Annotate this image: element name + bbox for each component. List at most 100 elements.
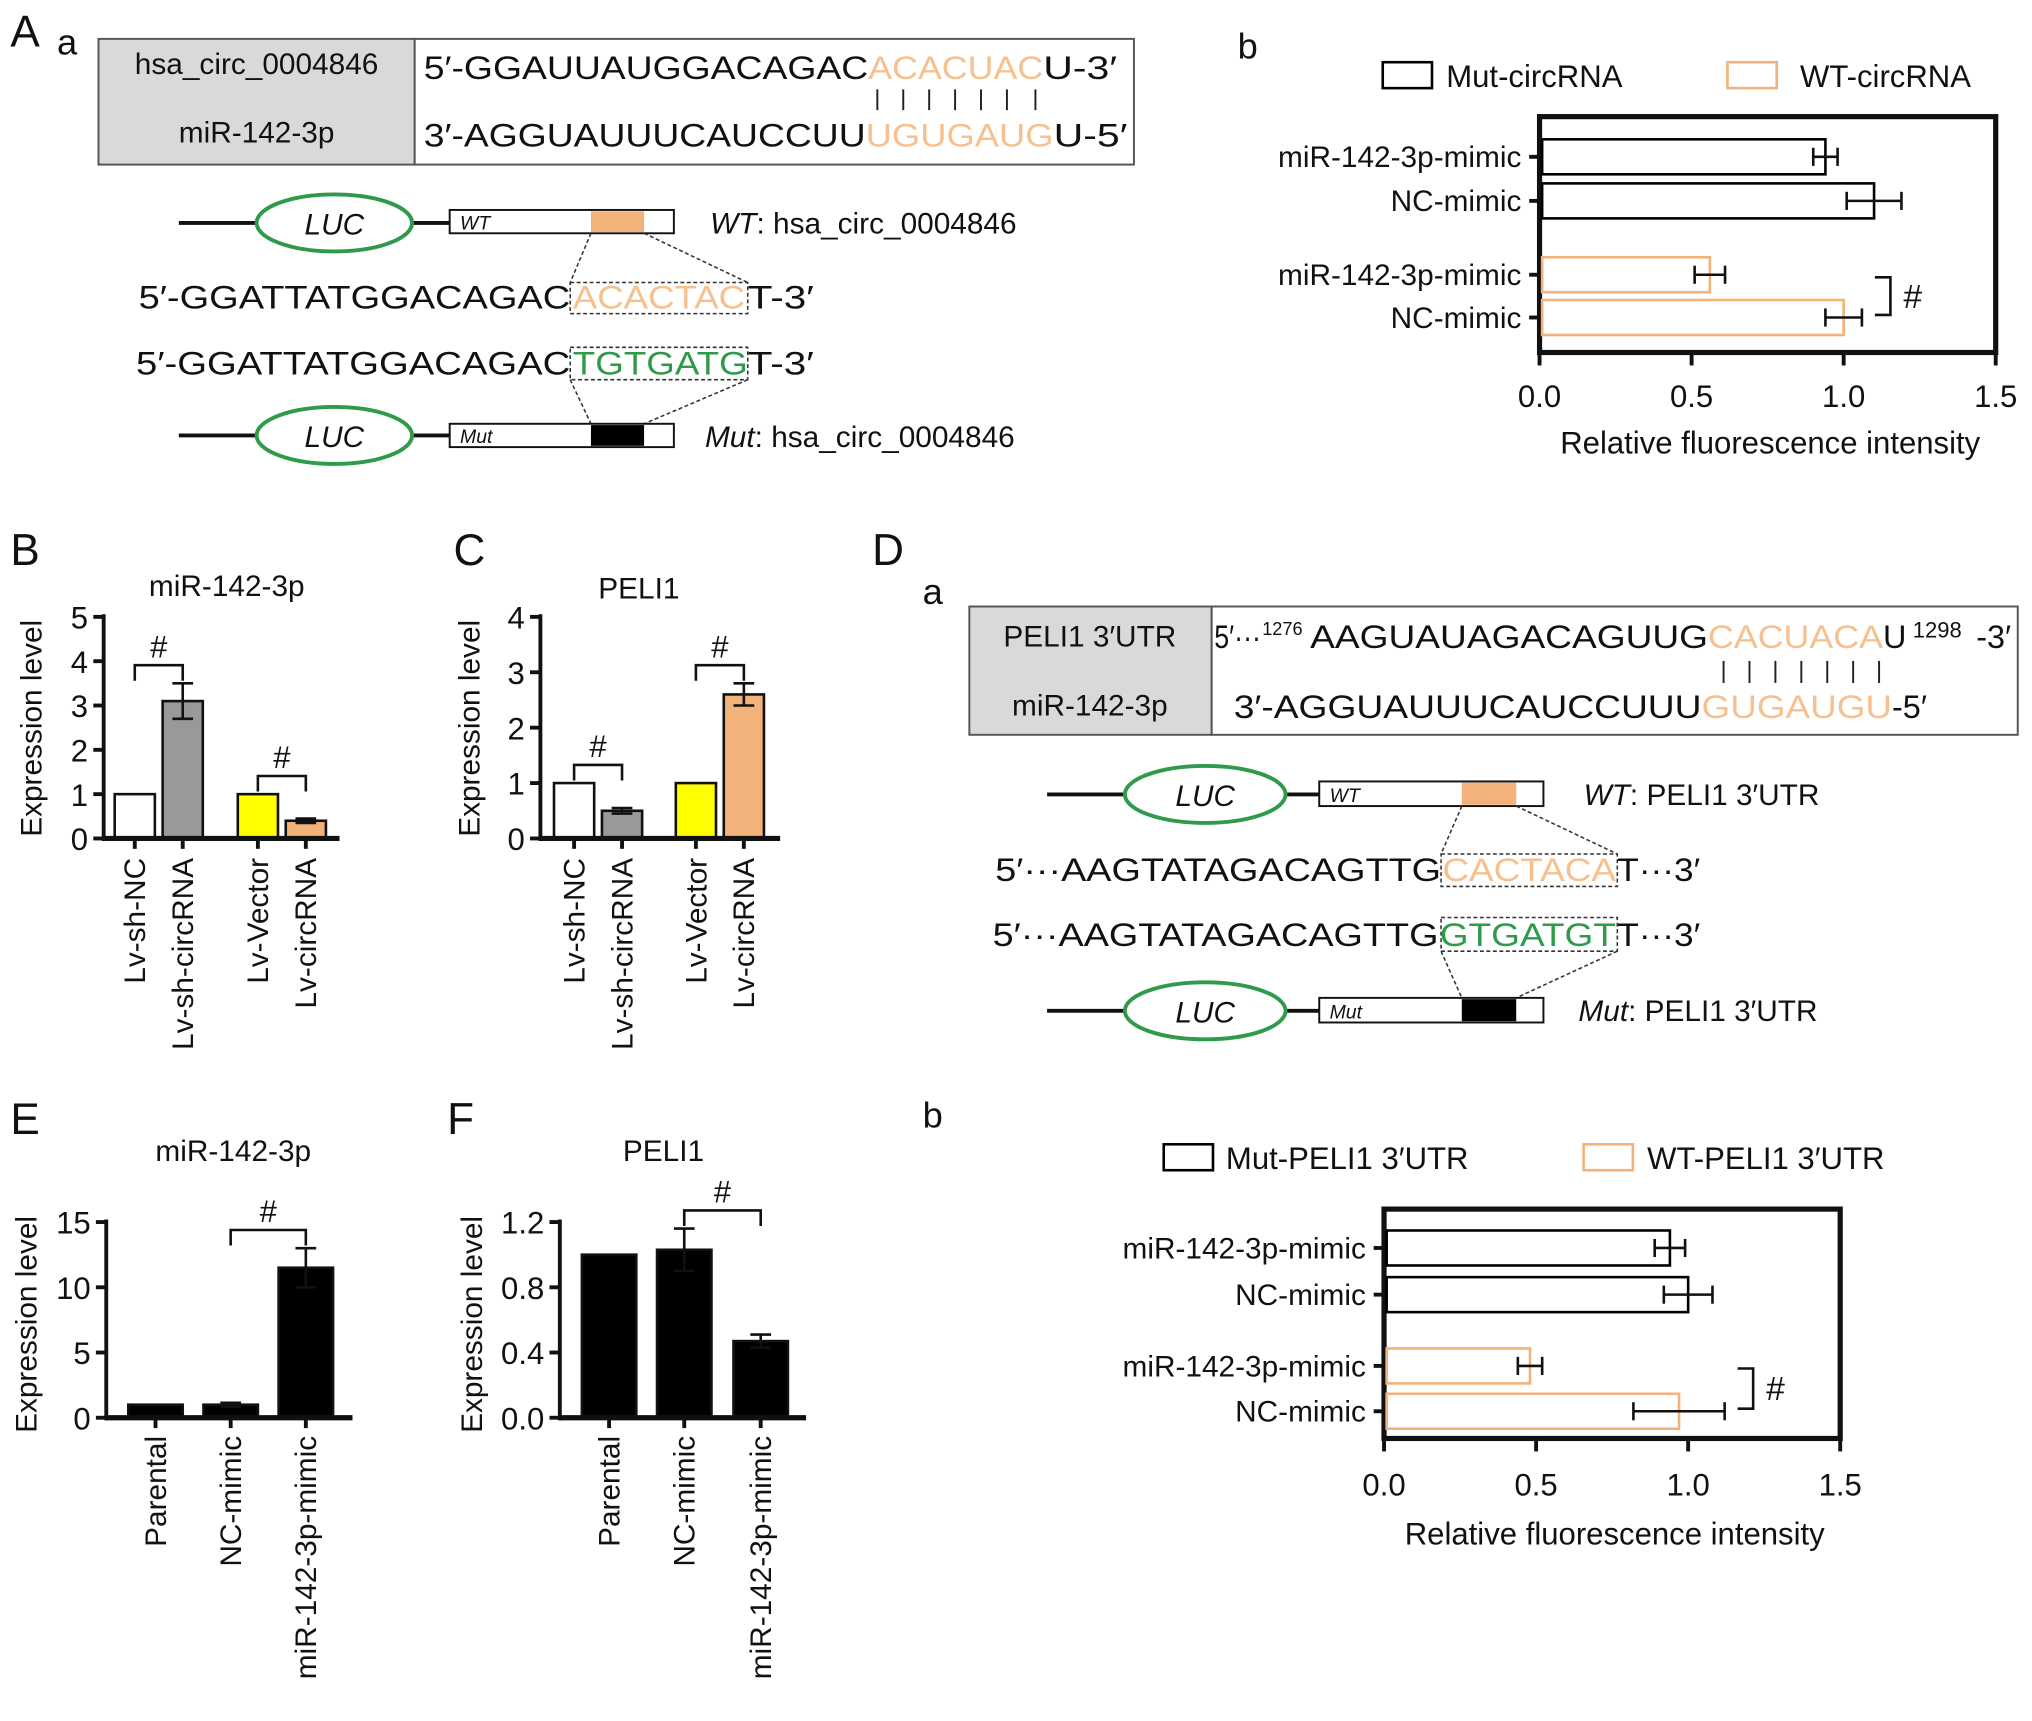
y-axis-label: Expression level [456,1216,489,1433]
category-label: Lv-circRNA [728,858,761,1009]
gene-utr-name: PELI1 3′UTR [1003,621,1176,654]
significance-bracket [256,774,308,792]
mirna-seq-post: -5′ [1892,689,1927,725]
legend-label: WT-circRNA [1800,59,1971,94]
x-tick-label: 1.5 [1974,379,2017,414]
bar-parental [580,1253,638,1420]
luc-gene-icon [254,404,415,466]
bar-mir-142-3p-mimic [732,1339,790,1420]
category-label: Lv-sh-NC [119,858,152,984]
legend-label: Mut-PELI1 3′UTR [1226,1141,1469,1176]
luciferase-construct-mut-D: LUC Mut Mut: PELI1 3′UTR [1047,980,1818,1042]
circrna-name: hsa_circ_0004846 [135,48,379,81]
mirna-seq-pre: 3′-AGGUAUUUCAUCCUU [424,117,866,153]
panel-label-Db: b [923,1094,943,1135]
luc-gene-icon [1122,763,1288,825]
pairing-lines [1722,660,1881,683]
y-axis-label: Expression level [15,620,48,837]
y-tick-label: 5 [71,601,88,636]
legend-swatch [1381,60,1434,90]
utr-position-start: 1276 [1262,619,1302,639]
mut-construct-label: Mut: hsa_circ_0004846 [705,421,1015,454]
bar-nc-mimic [655,1248,713,1420]
significance-marker: # [714,1175,732,1210]
bar-wt-circrna [1540,298,1845,337]
category-label: miR-142-3p-mimic [1278,259,1521,292]
y-tick-label: 0.8 [501,1271,544,1306]
mirna-seq-post: U-5′ [1054,117,1128,153]
legend-swatch [1162,1143,1215,1172]
y-tick-label: 2 [508,711,525,746]
utr-seq-post: U [1883,619,1906,655]
chart-title: PELI1 [598,573,679,606]
luc-label: LUC [305,421,365,454]
category-label: NC-mimic [1235,1396,1366,1429]
mirna-seed: GUGAUGU [1702,689,1893,725]
significance-bracket [133,663,185,681]
chart-title: PELI1 [623,1135,704,1168]
x-tick-label: 1.0 [1667,1468,1710,1503]
significance-bracket [229,1228,308,1246]
y-axis-label: Expression level [10,1216,43,1433]
y-tick-label: 3 [71,689,88,724]
wt-construct-label: WT: hsa_circ_0004846 [710,207,1016,240]
x-tick-label: 1.5 [1819,1468,1862,1503]
legend-label: WT-PELI1 3′UTR [1647,1141,1884,1176]
chart-C: PELI1 Expression level Lv-sh-NC Lv-sh-circR… [453,573,781,1050]
bar-lv-sh-nc [113,792,157,840]
bar-mir-142-3p-mimic [277,1266,335,1420]
panel-label-C: C [454,526,486,575]
panel-label-A: A [10,8,40,57]
utr-seq-pre: AAGUAUAGACAGUUG [1310,619,1708,655]
category-label: Parental [140,1436,173,1547]
bar-lv-sh-circrna [600,809,644,840]
x-tick-label: 0.0 [1518,379,1561,414]
significance-marker: # [273,740,291,775]
circrna-seq-post: U-3′ [1043,50,1117,86]
y-tick-label: 15 [56,1206,91,1241]
panel-label-Ab: b [1238,25,1258,66]
significance-bracket [1737,1367,1755,1410]
luc-gene-icon [1122,980,1288,1042]
category-label: NC-mimic [1391,302,1522,335]
wt-tag: WT [460,212,492,234]
y-tick-label: 3 [508,656,525,691]
y-tick-label: 1 [508,767,525,802]
significance-bracket [1874,276,1892,317]
y-tick-label: 4 [71,645,88,680]
luc-label: LUC [1175,780,1235,813]
binding-site-table-A: hsa_circ_0004846 miR-142-3p 5′-GGAUUAUGG… [97,37,1135,166]
significance-marker: # [150,629,168,664]
pairing-lines [876,89,1037,111]
y-axis-label: Expression level [453,620,486,837]
x-axis-label: Relative fluorescence intensity [1560,426,1980,461]
binding-site-table-D: PELI1 3′UTR miR-142-3p 5′··· 1276 AAGUAU… [968,605,2019,736]
wt-construct-label: WT: PELI1 3′UTR [1584,779,1820,812]
category-label: NC-mimic [1235,1279,1366,1312]
significance-marker: # [589,729,607,764]
panel-label-E: E [10,1095,39,1144]
category-label: miR-142-3p-mimic [290,1436,323,1679]
mut-construct-label: Mut: PELI1 3′UTR [1578,995,1817,1028]
mut-dna-seed: GTGATGT [1440,917,1616,953]
wt-dna-pre: 5′-GGATTATGGACAGAC [139,279,571,315]
mirna-seed: UGUGAUG [866,117,1054,153]
luc-label: LUC [305,209,365,242]
category-label: miR-142-3p-mimic [1123,1350,1366,1383]
mut-dna-seed: TGTGATG [573,346,748,382]
utr-seq-start: 5′··· [1214,619,1261,655]
x-tick-label: 0.5 [1670,379,1713,414]
chart-Ab: Mut-circRNA WT-circRNA miR-142-3p-mimic NC-… [1278,59,2017,461]
significance-bracket [694,663,746,681]
zoom-lines-A [569,232,749,425]
category-label: NC-mimic [1391,185,1522,218]
significance-marker: # [1766,1371,1785,1408]
utr-seed: CACUACA [1708,619,1883,655]
wt-tag: WT [1330,785,1362,807]
utr-position-end: 1298 [1913,618,1962,643]
chart-Db: Mut-PELI1 3′UTR WT-PELI1 3′UTR miR-142-3p-… [1123,1141,1885,1552]
significance-marker: # [1903,279,1922,316]
bar-mut-circrna [1540,138,1827,176]
bar-wt-peli1-3-utr [1385,1347,1532,1385]
utr-seq-end: -3′ [1976,619,2011,655]
